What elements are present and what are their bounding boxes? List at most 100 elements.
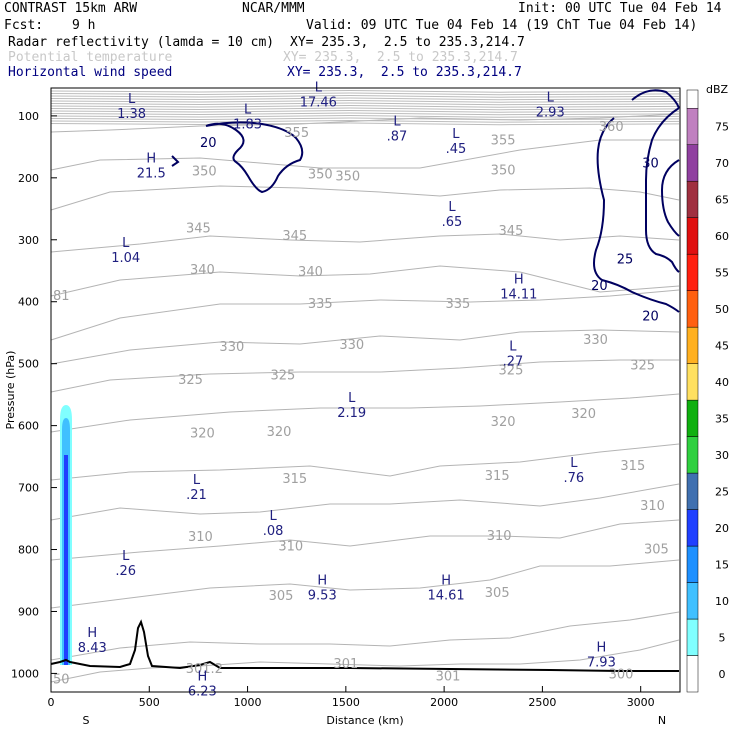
theta-label-20: 325 [499,363,524,378]
theta-contour-5 [50,265,680,297]
theta-label-27: 315 [485,469,510,484]
theta-label-10: 345 [499,224,524,239]
header-model: CONTRAST 15km ARW [4,1,138,16]
colorbar-label-10: 10 [715,595,729,608]
header-org: NCAR/MMM [242,1,305,16]
theta-contour-3 [50,185,680,211]
wind-label-4: 20 [591,279,608,294]
wind-label-5: 20 [642,309,659,324]
colorbar-label-75: 75 [715,120,729,133]
field-2-name: Potential temperature [8,50,173,65]
theta-label-13: 335 [308,297,333,312]
theta-contour-7 [50,329,680,365]
field-3-name: Horizontal wind speed [8,65,173,80]
y-tick-label-900: 900 [18,605,39,618]
theta-contour-upper-7 [50,104,680,108]
theta-label-34: 305 [485,586,510,601]
colorbar-label-30: 30 [715,449,729,462]
y-tick-label-600: 600 [18,420,39,433]
theta-contour-8 [50,359,679,393]
colorbar-label-25: 25 [715,485,729,498]
theta-contour-upper-6 [50,102,680,106]
header-fcst-label: Fcst: [4,18,44,33]
colorbar-swatch-30 [686,436,699,474]
x-axis-label: Distance (km) [326,714,403,727]
x-end-label-north: N [658,714,666,727]
extremum-12-value: 2.19 [337,406,366,421]
extremum-14-type: L [193,473,201,488]
extremum-4-type: L [393,115,401,130]
x-tick-label-2500: 2500 [528,696,556,709]
extremum-16-type: L [122,549,130,564]
theta-label-35: 305 [644,543,669,558]
extremum-15-type: L [269,509,277,524]
terrain-line [50,619,679,672]
theta-label-8: 345 [186,222,211,237]
wind-contour-6 [171,155,180,167]
theta-label-5: 350 [308,168,333,183]
colorbar-swatch-40 [686,363,699,401]
field-1-xy: XY= 235.3, 2.5 to 235.3,214.7 [290,35,525,50]
reflectivity-fill [60,405,72,665]
theta-label-6: 350 [335,170,360,185]
extremum-1-type: L [128,92,136,107]
y-tick-label-1000: 1000 [11,667,39,680]
colorbar-label-70: 70 [715,157,729,170]
extremum-3-value: 17.46 [300,95,337,110]
colorbar-swatch-25 [686,472,699,510]
theta-label-19: 325 [271,368,296,383]
colorbar-top-cap [686,89,699,109]
theta-label-18: 325 [178,373,203,388]
theta-label-23: 320 [267,425,292,440]
extremum-11-value: .27 [503,354,524,369]
extremum-10-value: 14.11 [500,287,537,302]
wind-contour-5 [660,159,680,237]
extremum-12-type: L [348,391,356,406]
colorbar-swatch-65 [686,180,699,218]
colorbar-swatch-20 [686,509,699,547]
x-tick-label-3000: 3000 [627,696,655,709]
wind-contour-3 [631,89,680,109]
theta-label-4: 350 [192,165,217,180]
theta-contour-upper-10 [50,112,680,116]
theta-label-17: 330 [583,333,608,348]
y-tick-label-800: 800 [18,544,39,557]
theta-label-14: 335 [445,297,470,312]
theta-label-22: 320 [190,427,215,442]
theta-contour-11 [50,483,680,521]
theta-contours [50,89,680,683]
x-tick-label-500: 500 [139,696,160,709]
extremum-6-type: L [547,90,555,105]
theta-contour-upper-3 [50,94,680,98]
extremum-1-value: 1.38 [117,107,146,122]
theta-contour-10 [50,443,680,481]
theta-label-33: 305 [269,589,294,604]
theta-label-26: 315 [282,472,307,487]
theta-contour-12 [50,519,680,561]
extremum-4-value: .87 [387,130,408,145]
colorbar-label-15: 15 [715,558,729,571]
x-tick-label-0: 0 [48,696,55,709]
colorbar-swatch-15 [686,545,699,583]
x-tick-label-1000: 1000 [234,696,262,709]
theta-label-38: 300 [609,668,634,683]
theta-contour-6 [50,289,680,341]
extremum-16-value: .26 [115,564,136,579]
colorbar-label-35: 35 [715,412,729,425]
extremum-20-type: H [197,670,207,685]
y-tick-label-400: 400 [18,296,39,309]
theta-label-29: 310 [188,530,213,545]
field-1-name: Radar reflectivity (lamda = 10 cm) [8,35,275,50]
reflectivity-20dbz [64,455,68,665]
colorbar-label-65: 65 [715,193,729,206]
x-end-label-south: S [83,714,90,727]
theta-contour-upper-4 [50,97,680,101]
colorbar-swatch-55 [686,253,699,291]
extremum-8-type: L [448,200,456,215]
theta-contour-15 [50,639,680,683]
theta-contour-13 [50,559,680,609]
extremum-8-value: .65 [442,215,463,230]
extremum-21-value: 7.93 [587,655,616,670]
